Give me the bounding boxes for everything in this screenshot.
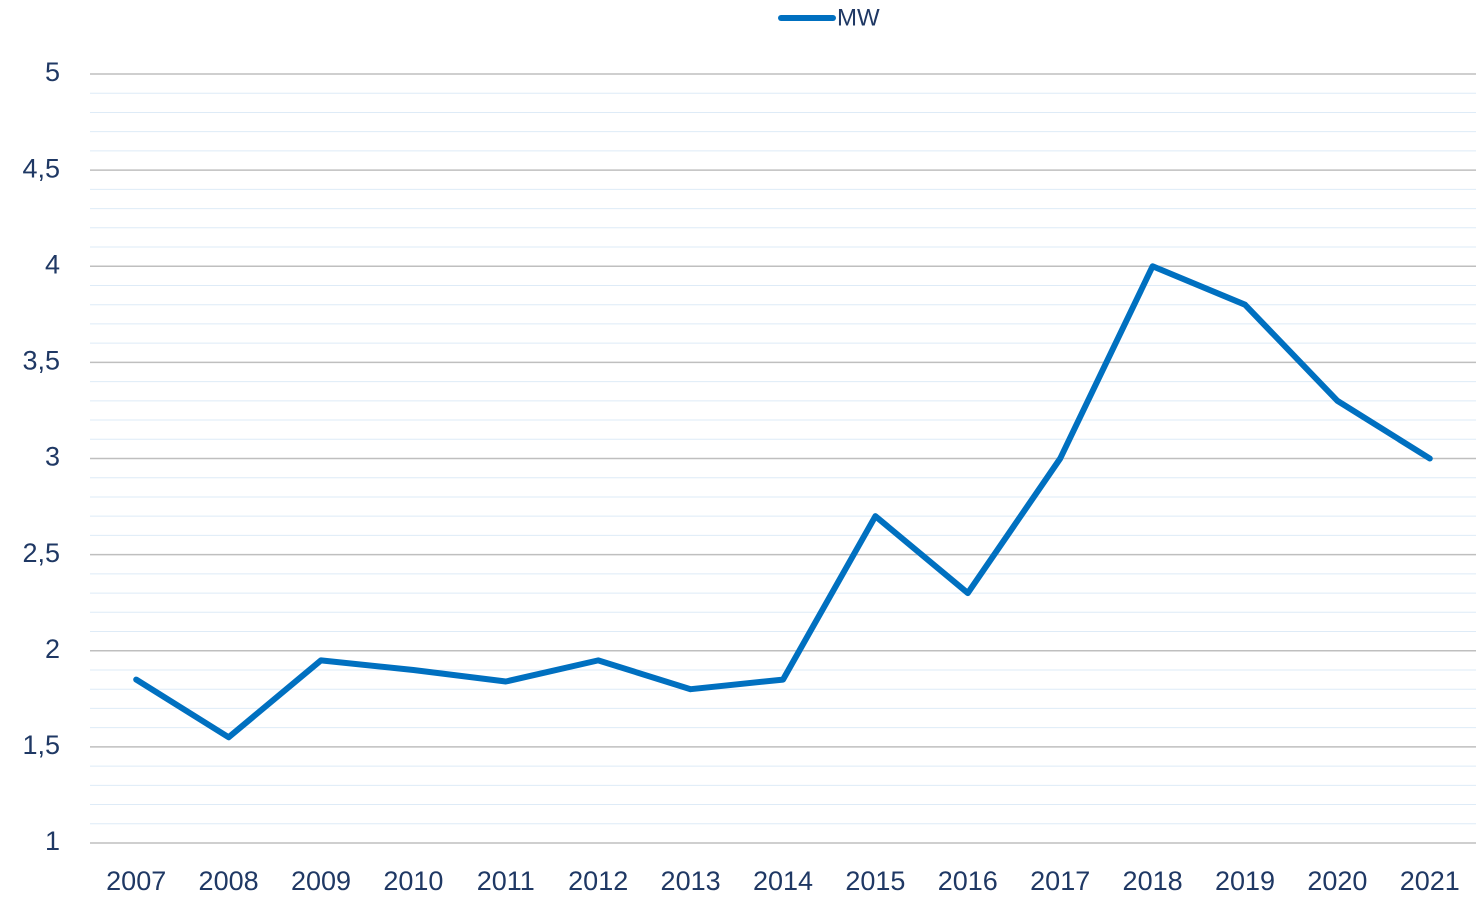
y-tick-label: 2 (45, 634, 60, 664)
y-tick-label: 4,5 (22, 153, 60, 183)
data-line (133, 263, 1433, 741)
x-tick-label: 2008 (199, 866, 259, 896)
x-tick-label: 2019 (1215, 866, 1275, 896)
x-tick-label: 2010 (383, 866, 443, 896)
x-tick-label: 2021 (1400, 866, 1460, 896)
x-tick-label: 2017 (1030, 866, 1090, 896)
x-tick-label: 2016 (938, 866, 998, 896)
y-tick-label: 3 (45, 442, 60, 472)
y-tick-label: 5 (45, 57, 60, 87)
x-tick-label: 2018 (1123, 866, 1183, 896)
y-tick-label: 4 (45, 249, 60, 279)
x-tick-label: 2020 (1307, 866, 1367, 896)
x-tick-label: 2007 (106, 866, 166, 896)
x-tick-label: 2013 (661, 866, 721, 896)
x-tick-label: 2014 (753, 866, 813, 896)
x-tick-label: 2011 (477, 866, 535, 896)
x-tick-label: 2015 (845, 866, 905, 896)
x-tick-label: 2009 (291, 866, 351, 896)
x-tick-label: 2012 (568, 866, 628, 896)
legend-label: MW (837, 4, 880, 31)
y-tick-label: 2,5 (22, 538, 60, 568)
y-tick-label: 1 (45, 826, 60, 856)
y-tick-label: 3,5 (22, 346, 60, 376)
y-tick-label: 1,5 (22, 730, 60, 760)
